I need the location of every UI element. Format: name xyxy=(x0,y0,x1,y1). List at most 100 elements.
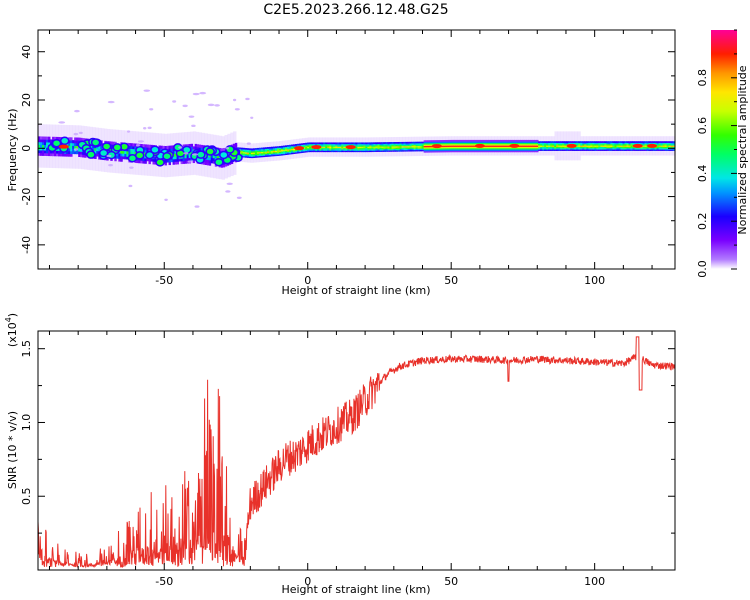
spectrogram-cell xyxy=(333,149,336,151)
spectrogram-cell xyxy=(427,140,431,142)
spectrogram-cell xyxy=(256,149,260,151)
spectrogram-cell xyxy=(172,156,175,160)
spectrogram-cell xyxy=(309,142,312,145)
spectrogram-cell xyxy=(520,146,523,149)
spectrogram-cell xyxy=(210,157,214,161)
spectrogram-cell xyxy=(586,149,589,151)
spectrogram-cell xyxy=(457,142,461,145)
spectrogram-cell xyxy=(283,150,286,153)
spectrogram-cell xyxy=(638,149,641,151)
spectrogram-cell xyxy=(588,147,591,150)
spectrogram-cell xyxy=(518,142,521,145)
spectrogram-cell xyxy=(285,150,288,153)
spectrogram-cell xyxy=(275,146,278,149)
spectrogram-cell xyxy=(475,147,479,150)
spectrogram-cell xyxy=(339,142,342,145)
spectrogram-cell xyxy=(301,143,304,145)
spectrogram-cell xyxy=(608,149,611,151)
spectrogram-speckle xyxy=(147,126,152,130)
chart-title: C2E5.2023.266.12.48.G25 xyxy=(263,2,448,18)
spectrogram-cell xyxy=(638,142,641,145)
spectrogram-cell xyxy=(403,144,406,147)
spectrogram-cell xyxy=(604,146,607,149)
spectrogram-cell xyxy=(333,147,336,150)
spectrogram-cell xyxy=(389,143,392,146)
spectrogram-cell xyxy=(341,145,344,147)
spectrogram-cell xyxy=(670,146,674,149)
spectrogram-cell xyxy=(453,139,457,142)
spectrogram-cell xyxy=(248,156,252,159)
spectrogram-cell xyxy=(508,141,511,143)
snr-xlabel: Height of straight line (km) xyxy=(281,583,430,596)
spectrogram-image xyxy=(38,89,675,208)
spectrogram-cell xyxy=(646,146,650,149)
spectrogram-cell xyxy=(528,141,531,143)
spectrogram-cell xyxy=(70,137,73,141)
spectrogram-cell xyxy=(632,142,635,145)
spectrogram-cell xyxy=(668,146,672,149)
spectrogram-cell xyxy=(363,145,366,147)
spectrogram-cell xyxy=(588,146,591,149)
spectrogram-cell xyxy=(526,141,529,143)
spectrogram-cell xyxy=(469,141,473,143)
spectrogram-cell xyxy=(192,159,196,164)
spectrogram-cell xyxy=(548,141,551,143)
spectrogram-cell xyxy=(421,146,425,149)
spectrogram-cell xyxy=(337,143,340,146)
spectrogram-cell xyxy=(371,150,374,153)
spectrogram-cell xyxy=(429,141,433,144)
spectrogram-cell xyxy=(564,147,567,150)
spectrogram-cell xyxy=(331,143,334,146)
spectrogram-cell xyxy=(411,144,415,147)
spectrogram-cell xyxy=(146,144,149,148)
spectrogram-blob xyxy=(59,136,70,146)
spectrogram-cell xyxy=(528,150,531,153)
spectrogram-cell xyxy=(534,147,537,150)
spectrogram-cell xyxy=(578,147,581,150)
colorbar-gradient xyxy=(711,30,737,269)
spectrogram-cell xyxy=(550,141,553,143)
spectrogram-cell xyxy=(582,149,585,151)
spectrogram-cell xyxy=(122,153,125,157)
spectrogram-cell xyxy=(409,148,412,151)
spectrogram-cell xyxy=(622,147,625,150)
spectrogram-cell xyxy=(365,145,368,147)
spectrogram-cell xyxy=(246,156,250,158)
spectrogram-cell xyxy=(453,142,457,145)
spectrogram-cell xyxy=(321,146,324,149)
spectrogram-cell xyxy=(546,143,549,146)
spectrogram-cell xyxy=(550,147,553,150)
spectrogram-cell xyxy=(564,143,567,146)
spectrogram-cell xyxy=(38,147,41,151)
spectrogram-cell xyxy=(238,148,242,151)
colorbar-label: Normalized spectral amplitude xyxy=(736,65,749,234)
spectrogram-cell xyxy=(656,142,660,145)
spectrogram-cell xyxy=(520,149,523,151)
spectrogram-cell xyxy=(218,156,222,160)
spectrogram-cell xyxy=(522,142,525,145)
spectrogram-cell xyxy=(624,142,627,145)
spectrogram-cell xyxy=(373,146,376,149)
spectrogram-cell xyxy=(361,143,364,146)
spectrogram-cell xyxy=(449,150,453,153)
spectrogram-cell xyxy=(606,143,609,146)
spectrogram-cell xyxy=(371,147,374,150)
spectrogram-cell xyxy=(164,159,167,163)
spectrogram-cell xyxy=(146,158,149,162)
spectrogram-cell xyxy=(634,149,637,151)
spectrogram-cell xyxy=(586,141,589,143)
spectrogram-cell xyxy=(355,142,358,145)
spectrogram-cell xyxy=(212,160,216,164)
spectrogram-cell xyxy=(76,145,79,149)
spectrogram-cell xyxy=(477,147,481,150)
spectrogram-cell xyxy=(287,149,290,151)
spectrogram-cell xyxy=(365,150,368,153)
spectrogram-cell xyxy=(266,155,270,157)
spectrogram-cell xyxy=(455,139,459,142)
spectrogram-cell xyxy=(487,147,491,150)
spectrogram-cell xyxy=(606,141,609,143)
spectrogram-cell xyxy=(385,144,388,147)
spectrogram-cell xyxy=(206,159,210,163)
spectrogram-cell xyxy=(512,142,515,145)
spectrogram-cell xyxy=(594,145,597,147)
